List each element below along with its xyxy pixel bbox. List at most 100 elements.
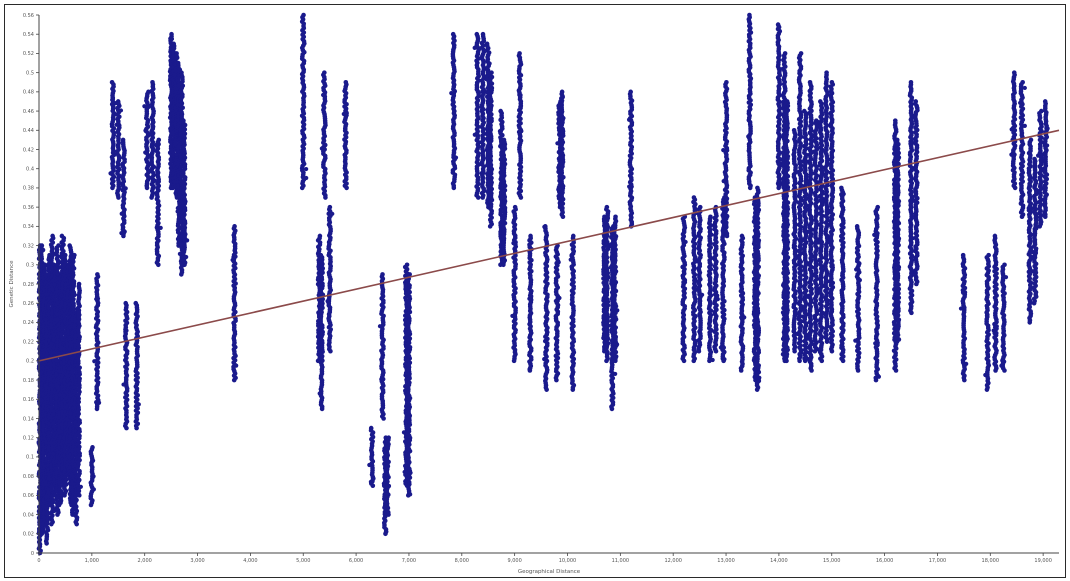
data-point <box>60 264 65 269</box>
data-point <box>37 406 43 412</box>
data-point <box>402 469 407 475</box>
data-point <box>72 292 77 297</box>
data-point <box>74 521 79 527</box>
data-point <box>511 241 516 246</box>
data-point <box>487 61 492 66</box>
data-point <box>560 117 565 122</box>
data-point <box>94 406 100 412</box>
data-point <box>52 508 57 514</box>
data-point <box>63 282 68 287</box>
data-point <box>319 406 325 412</box>
data-point <box>472 45 477 50</box>
data-point <box>172 179 177 184</box>
data-point <box>234 363 239 368</box>
data-point <box>72 323 77 328</box>
data-point <box>142 104 147 109</box>
data-point <box>88 502 94 508</box>
data-point <box>370 483 376 489</box>
data-point <box>328 210 333 216</box>
data-point <box>156 262 161 268</box>
data-point <box>169 36 175 42</box>
data-point <box>527 367 532 372</box>
data-point <box>560 95 565 100</box>
data-point <box>113 101 118 106</box>
data-point <box>472 132 477 137</box>
data-point <box>92 359 97 364</box>
data-point <box>230 257 235 263</box>
data-point <box>500 172 505 177</box>
data-point <box>118 108 124 113</box>
data-point <box>172 72 177 77</box>
data-point <box>570 387 576 392</box>
data-point <box>408 492 413 497</box>
data-point <box>56 502 62 508</box>
data-point <box>604 358 609 364</box>
scatter-chart: 0 1,000 2,000 3,000 4,000 5,000 6,000 7,000 8,00… <box>9 12 1060 575</box>
data-point <box>179 272 184 277</box>
data-point <box>367 462 372 468</box>
data-point <box>321 92 326 98</box>
data-point <box>68 411 73 416</box>
data-point <box>380 377 385 382</box>
data-point <box>557 295 562 301</box>
data-point <box>41 450 46 455</box>
data-point <box>69 286 74 291</box>
data-point <box>557 201 562 206</box>
data-point <box>233 254 238 259</box>
data-point <box>318 282 323 287</box>
data-point <box>74 307 79 312</box>
data-point <box>144 185 150 191</box>
data-point <box>377 324 383 329</box>
data-point <box>451 185 457 191</box>
data-point <box>119 231 124 236</box>
data-point <box>511 284 517 289</box>
data-point <box>62 493 67 498</box>
data-point <box>124 397 130 402</box>
data-point <box>571 248 576 254</box>
data-point <box>510 313 515 319</box>
data-point <box>76 399 82 405</box>
data-point <box>55 512 60 517</box>
data-point <box>406 388 411 394</box>
data-point <box>108 171 113 176</box>
data-point <box>553 298 558 304</box>
data-point <box>381 416 386 421</box>
data-point <box>135 402 140 407</box>
data-point <box>501 225 506 231</box>
data-point <box>481 170 486 175</box>
data-point <box>328 348 333 354</box>
data-point <box>383 531 388 537</box>
data-point <box>43 317 48 322</box>
data-point <box>39 531 45 537</box>
data-point <box>487 224 493 229</box>
data-point <box>153 142 158 148</box>
data-point <box>111 179 116 184</box>
data-point <box>121 382 126 387</box>
data-point <box>323 195 328 200</box>
data-point <box>58 429 64 434</box>
data-point <box>569 252 574 258</box>
data-point <box>319 146 324 151</box>
data-point <box>518 92 523 98</box>
data-point <box>560 214 566 220</box>
data-point <box>341 111 346 117</box>
data-point <box>94 296 99 302</box>
data-point <box>451 83 457 88</box>
data-point <box>384 488 389 493</box>
data-point <box>383 454 388 459</box>
data-point <box>50 287 55 292</box>
data-point <box>497 129 503 134</box>
data-point <box>96 400 102 405</box>
data-point <box>480 195 486 200</box>
data-point <box>555 141 560 146</box>
data-point <box>476 161 481 167</box>
data-point <box>368 479 373 484</box>
data-point <box>299 185 305 191</box>
data-point <box>179 242 185 247</box>
data-point <box>488 149 493 154</box>
data-point <box>184 254 189 260</box>
data-point <box>114 122 119 127</box>
data-point <box>77 493 82 498</box>
data-point <box>124 328 129 333</box>
data-point <box>479 107 485 112</box>
